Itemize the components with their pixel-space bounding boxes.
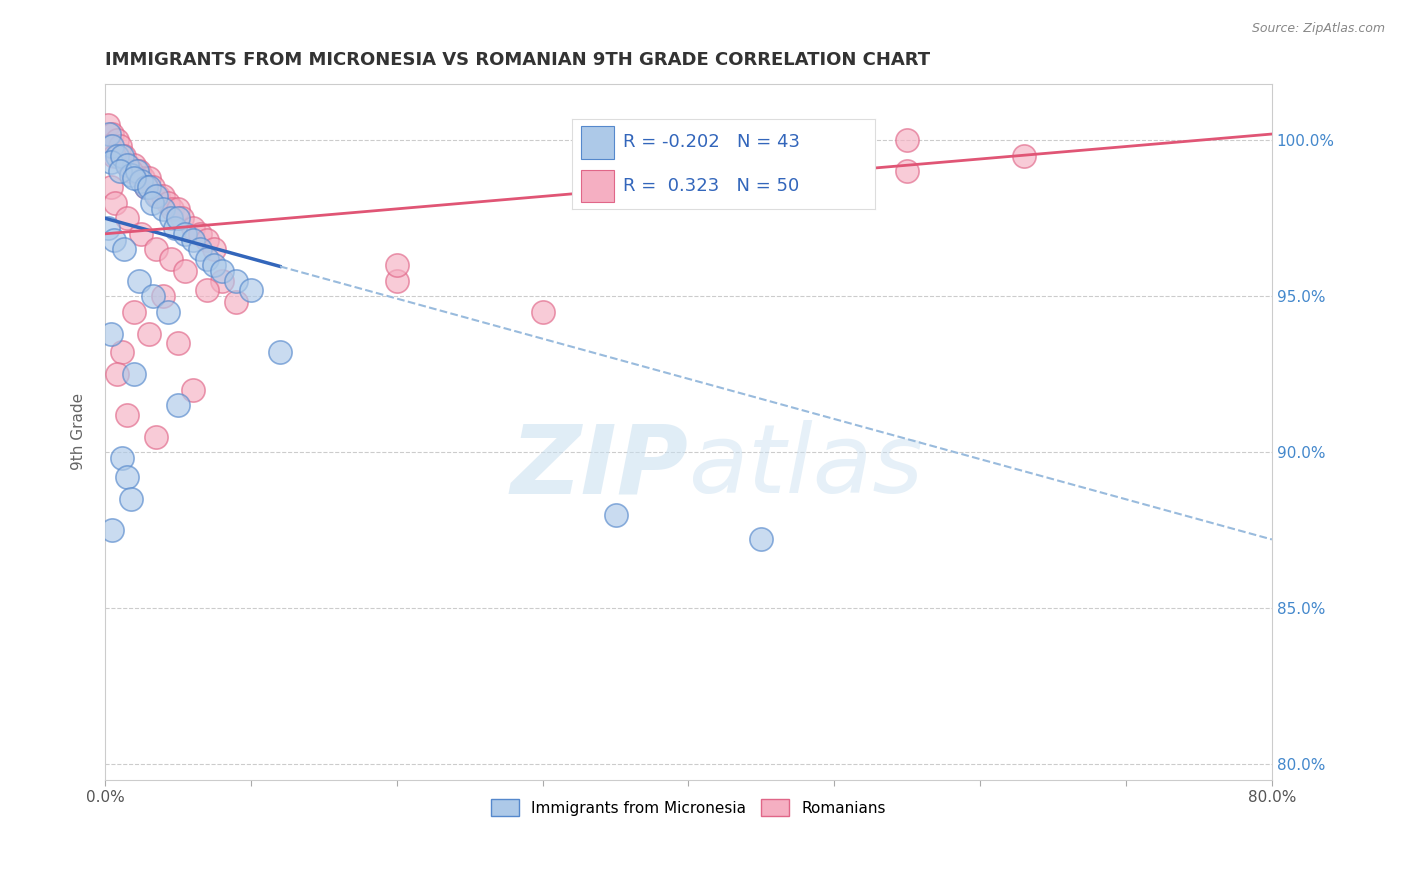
Point	[145, 429, 167, 443]
Point	[117, 158, 139, 172]
Point	[138, 180, 160, 194]
Point	[100, 326, 122, 341]
Text: Source: ZipAtlas.com: Source: ZipAtlas.com	[1251, 22, 1385, 36]
Point	[111, 149, 134, 163]
Y-axis label: 9th Grade: 9th Grade	[72, 393, 86, 470]
Point	[188, 243, 211, 257]
Point	[385, 274, 408, 288]
Point	[195, 283, 218, 297]
Point	[100, 155, 122, 169]
Point	[174, 264, 197, 278]
Point	[101, 523, 124, 537]
Point	[156, 195, 179, 210]
Point	[152, 202, 174, 216]
Point	[167, 211, 190, 226]
Point	[385, 258, 408, 272]
Point	[104, 195, 127, 210]
Point	[146, 189, 169, 203]
Point	[160, 202, 183, 216]
Point	[100, 180, 122, 194]
Text: atlas: atlas	[689, 420, 924, 513]
Point	[105, 149, 128, 163]
Point	[115, 211, 138, 226]
Point	[111, 451, 134, 466]
Point	[132, 170, 155, 185]
Point	[128, 274, 150, 288]
Point	[103, 233, 125, 247]
Point	[211, 264, 233, 278]
Point	[152, 189, 174, 203]
Point	[195, 233, 218, 247]
Point	[111, 345, 134, 359]
Point	[167, 336, 190, 351]
Point	[115, 158, 138, 172]
Point	[1012, 149, 1035, 163]
Point	[751, 533, 773, 547]
Point	[120, 491, 142, 506]
Point	[239, 283, 262, 297]
Point	[98, 127, 121, 141]
Point	[202, 243, 225, 257]
Text: IMMIGRANTS FROM MICRONESIA VS ROMANIAN 9TH GRADE CORRELATION CHART: IMMIGRANTS FROM MICRONESIA VS ROMANIAN 9…	[105, 51, 931, 69]
Point	[128, 164, 150, 178]
Point	[131, 174, 153, 188]
Point	[172, 211, 194, 226]
Point	[125, 164, 148, 178]
Point	[181, 220, 204, 235]
Point	[112, 243, 135, 257]
Point	[896, 133, 918, 147]
Point	[115, 470, 138, 484]
Point	[112, 149, 135, 163]
Legend: Immigrants from Micronesia, Romanians: Immigrants from Micronesia, Romanians	[484, 791, 893, 824]
Point	[101, 127, 124, 141]
Point	[120, 168, 142, 182]
Point	[142, 289, 165, 303]
Point	[97, 220, 120, 235]
Point	[202, 258, 225, 272]
Point	[225, 274, 247, 288]
Point	[174, 227, 197, 241]
Point	[531, 305, 554, 319]
Point	[131, 227, 153, 241]
Point	[195, 252, 218, 266]
Point	[135, 180, 157, 194]
Point	[105, 133, 128, 147]
Point	[896, 164, 918, 178]
Point	[152, 289, 174, 303]
Text: ZIP: ZIP	[510, 420, 689, 513]
Point	[98, 139, 121, 153]
Point	[105, 367, 128, 381]
Point	[269, 345, 291, 359]
Point	[167, 398, 190, 412]
Point	[142, 180, 165, 194]
Point	[605, 508, 627, 522]
Point	[135, 180, 157, 194]
Point	[141, 195, 163, 210]
Point	[101, 139, 124, 153]
Point	[122, 170, 145, 185]
Point	[145, 189, 167, 203]
Point	[97, 118, 120, 132]
Point	[181, 233, 204, 247]
Point	[163, 220, 186, 235]
Point	[122, 158, 145, 172]
Point	[138, 170, 160, 185]
Point	[159, 211, 181, 226]
Point	[156, 305, 179, 319]
Point	[115, 408, 138, 422]
Point	[188, 227, 211, 241]
Point	[122, 367, 145, 381]
Point	[145, 243, 167, 257]
Point	[108, 164, 131, 178]
Point	[159, 252, 181, 266]
Point	[103, 149, 125, 163]
Point	[211, 274, 233, 288]
Point	[138, 326, 160, 341]
Point	[225, 295, 247, 310]
Point	[108, 139, 131, 153]
Point	[167, 202, 190, 216]
Point	[120, 164, 142, 178]
Point	[181, 383, 204, 397]
Point	[122, 305, 145, 319]
